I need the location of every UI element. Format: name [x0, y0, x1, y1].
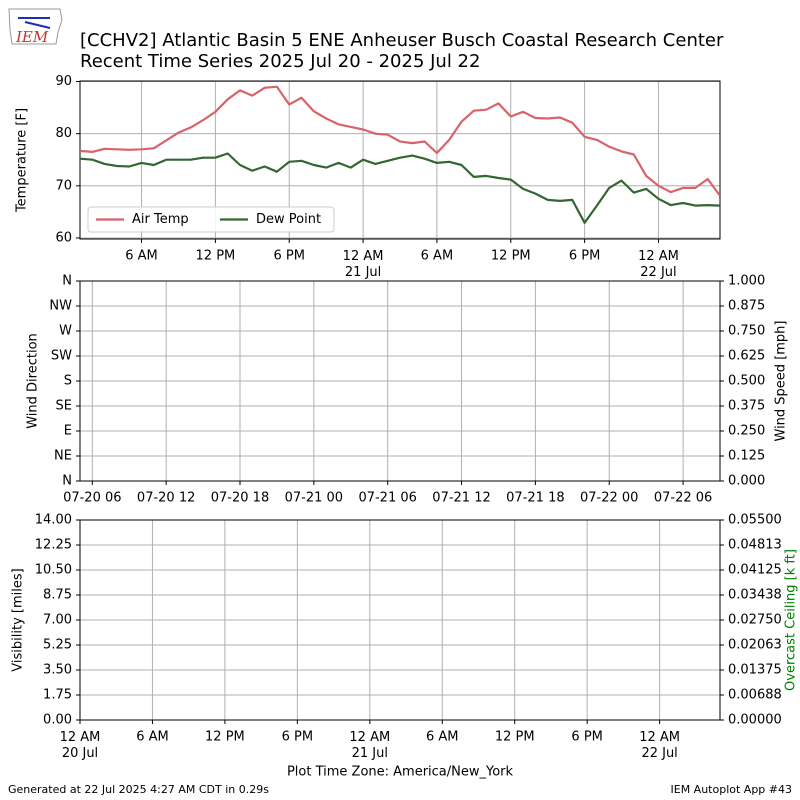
plot-frame — [79, 519, 721, 721]
y2-tick-label: 0.500 — [728, 374, 765, 389]
y-tick-label: 70 — [55, 178, 72, 193]
x-tick-label: 6 AM — [136, 730, 169, 745]
x-tick-label: 12 AM 22 Jul — [639, 730, 680, 761]
y-tick-label: S — [64, 374, 72, 389]
y2-tick-label: 0.250 — [728, 424, 765, 439]
y2-tick-label: 0.00688 — [728, 688, 782, 703]
footer-right: IEM Autoplot App #43 — [671, 783, 793, 796]
x-tick-label: 07-20 18 — [211, 491, 269, 506]
logo-lines — [18, 17, 51, 29]
y-tick-label: NE — [54, 449, 72, 464]
y-tick-label: 60 — [55, 230, 72, 245]
x-tick-label: 12 PM — [495, 730, 535, 745]
y2-tick-label: 0.750 — [728, 324, 765, 339]
x-tick-label: 12 AM 22 Jul — [638, 249, 679, 280]
y-tick-label: NW — [49, 299, 72, 314]
y-tick-label: 14.00 — [35, 513, 72, 528]
y2-tick-label: 0.02063 — [728, 638, 782, 653]
x-tick-label: 12 AM 21 Jul — [349, 730, 390, 761]
y2-tick-label: 0.00000 — [728, 713, 782, 728]
y-tick-label: W — [59, 324, 72, 339]
chart-subtitle: Recent Time Series 2025 Jul 20 - 2025 Ju… — [80, 51, 480, 72]
legend-label: Dew Point — [256, 212, 321, 227]
x-tick-label: 07-21 18 — [506, 491, 564, 506]
y2-tick-label: 0.02750 — [728, 613, 782, 628]
plot-frame — [79, 80, 721, 240]
x-tick-label: 6 AM — [421, 249, 454, 264]
y-tick-label: 8.75 — [43, 588, 72, 603]
y2-tick-label: 0.125 — [728, 449, 765, 464]
plot-frame — [79, 280, 721, 482]
x-tick-label: 12 PM — [491, 249, 531, 264]
x-tick-label: 12 PM — [205, 730, 245, 745]
y-tick-label: N — [62, 474, 72, 489]
y-tick-label: 80 — [55, 126, 72, 141]
y-tick-label: 12.25 — [35, 538, 72, 553]
y-tick-label: 10.50 — [35, 563, 72, 578]
chart-title: [CCHV2] Atlantic Basin 5 ENE Anheuser Bu… — [80, 30, 724, 51]
x-tick-label: 07-20 12 — [137, 491, 195, 506]
x-tick-label: 6 PM — [273, 249, 304, 264]
legend-box — [87, 206, 335, 233]
x-tick-label: 07-21 06 — [358, 491, 416, 506]
y-axis-label: Wind Direction — [26, 333, 41, 429]
x-tick-label: 12 AM 21 Jul — [343, 249, 384, 280]
x-tick-label: 07-22 06 — [654, 491, 712, 506]
y-tick-label: E — [64, 424, 72, 439]
x-tick-label: 12 PM — [196, 249, 236, 264]
y-tick-label: N — [62, 274, 72, 289]
x-tick-label: 6 AM — [426, 730, 459, 745]
y2-tick-label: 0.05500 — [728, 513, 782, 528]
x-tick-label: 6 AM — [125, 249, 158, 264]
y2-tick-label: 0.03438 — [728, 588, 782, 603]
x-tick-label: 6 PM — [571, 730, 602, 745]
x-tick-label: 12 AM 20 Jul — [60, 730, 101, 761]
series-line — [80, 152, 720, 224]
y2-tick-label: 0.04125 — [728, 563, 782, 578]
y-tick-label: 7.00 — [43, 613, 72, 628]
y2-tick-label: 0.625 — [728, 349, 765, 364]
y2-tick-label: 0.04813 — [728, 538, 782, 553]
legend-label: Air Temp — [132, 212, 189, 227]
x-axis-label: Plot Time Zone: America/New_York — [287, 765, 514, 780]
x-tick-label: 07-21 00 — [285, 491, 343, 506]
logo-shape — [8, 8, 63, 45]
y2-tick-label: 0.01375 — [728, 663, 782, 678]
y-axis-label: Visibility [miles] — [11, 568, 26, 671]
x-tick-label: 6 PM — [569, 249, 600, 264]
y2-tick-label: 0.000 — [728, 474, 765, 489]
x-tick-label: 07-22 00 — [580, 491, 638, 506]
y-tick-label: 1.75 — [43, 688, 72, 703]
footer-left: Generated at 22 Jul 2025 4:27 AM CDT in … — [8, 783, 269, 796]
y-tick-label: 0.00 — [43, 713, 72, 728]
y-tick-label: 5.25 — [43, 638, 72, 653]
y-tick-label: 3.50 — [43, 663, 72, 678]
y2-tick-label: 0.875 — [728, 299, 765, 314]
y-axis-label: Temperature [F] — [15, 108, 30, 213]
y-tick-label: SW — [51, 349, 72, 364]
y-tick-label: SE — [56, 399, 72, 414]
y2-tick-label: 0.375 — [728, 399, 765, 414]
series-line — [80, 85, 720, 197]
logo-text: IEM — [15, 28, 49, 46]
logo: IEM — [8, 8, 63, 46]
y2-tick-label: 1.000 — [728, 274, 765, 289]
y2-axis-label: Wind Speed [mph] — [774, 321, 789, 442]
x-tick-label: 07-21 12 — [432, 491, 490, 506]
x-tick-label: 6 PM — [282, 730, 313, 745]
x-tick-label: 07-20 06 — [63, 491, 121, 506]
y2-axis-label: Overcast Ceiling [k ft] — [784, 549, 799, 691]
y-tick-label: 90 — [55, 74, 72, 89]
